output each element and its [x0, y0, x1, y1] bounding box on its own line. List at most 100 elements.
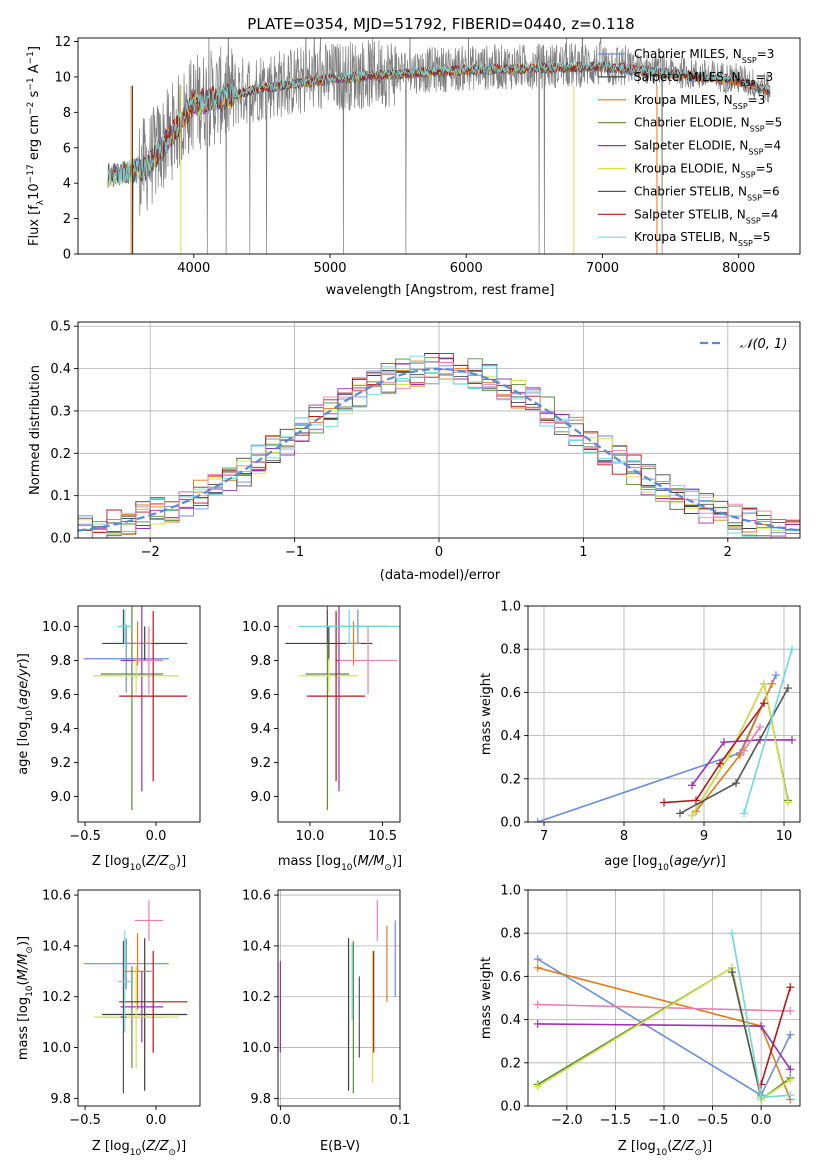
series-line: [731, 971, 762, 1098]
age_vs_mass-panel: 10.0 10.5 9.0 9.2 9.4 9.6 9.8 10.0 mass [log10(M…: [242, 605, 402, 873]
y-tick-label: 10.0: [42, 1041, 71, 1056]
histogram-step: [78, 362, 800, 538]
y-tick-label: 10.6: [242, 889, 271, 904]
y-tick-label: 6: [63, 141, 71, 156]
x-tick-label: 10: [776, 829, 793, 844]
legend-label: Kroupa STELIB, NSSP=5: [634, 230, 771, 248]
x-tick-label: −1.0: [648, 1113, 680, 1128]
y-tick-label: 9.8: [50, 654, 71, 669]
axes-frame: [527, 605, 801, 823]
axes-frame: [77, 605, 201, 823]
y-tick-label: 10.4: [242, 939, 271, 954]
legend-label: Chabrier ELODIE, NSSP=5: [634, 116, 782, 134]
x-axis-label: wavelength [Angstrom, rest frame]: [326, 283, 555, 298]
x-tick-label: 0.0: [146, 829, 167, 844]
mass_vs_ebv-panel: 0.0 0.1 9.8 10.0 10.2 10.4 10.6 E(B-V): [242, 889, 410, 1154]
y-tick-label: 0.8: [500, 927, 521, 942]
y-tick-label: 0.0: [500, 816, 521, 831]
y-tick-label: 8: [63, 106, 71, 121]
y-tick-label: 10.2: [242, 990, 271, 1005]
x-tick-label: −0.5: [697, 1113, 729, 1128]
y-tick-label: 9.0: [50, 790, 71, 805]
x-tick-label: 0.0: [751, 1113, 772, 1128]
y-tick-label: 0.5: [50, 320, 71, 335]
x-axis-label: (data-model)/error: [380, 568, 501, 583]
y-tick-label: 10: [54, 70, 71, 85]
y-tick-label: 0.4: [50, 362, 71, 377]
series-line: [743, 648, 793, 814]
axes-frame: [77, 37, 801, 255]
x-tick-label: −2.0: [551, 1113, 583, 1128]
mass_vs_Z-panel: −0.5 0.0 9.8 10.0 10.2 10.4 10.6 Z [log10(Z/Z⊙)…: [16, 889, 201, 1158]
x-tick-label: 8000: [722, 261, 755, 276]
spectrum-model-line: [107, 61, 771, 183]
legend-label: 𝒩(0, 1): [740, 337, 787, 352]
axes-frame: [277, 605, 401, 823]
legend-label: Kroupa ELODIE, NSSP=5: [634, 162, 773, 180]
spectrum-plot-area: [107, 38, 771, 254]
legend-label: Chabrier STELIB, NSSP=6: [634, 184, 780, 202]
normal-curve: [78, 367, 800, 532]
x-axis-label: Z [log10(Z/Z⊙)]: [618, 1139, 712, 1158]
x-tick-label: 0.0: [146, 1113, 167, 1128]
y-axis-label: Normed distribution: [28, 365, 43, 495]
series-line: [691, 681, 789, 816]
y-tick-label: 0: [63, 248, 71, 263]
series-line: [743, 726, 761, 752]
x-tick-label: −2: [141, 545, 160, 560]
spectrum-model-line: [107, 59, 771, 186]
y-tick-label: 0.0: [500, 1100, 521, 1115]
y-tick-label: 9.6: [250, 688, 271, 703]
legend-label: Salpeter ELODIE, NSSP=4: [634, 139, 781, 157]
legend-label: Salpeter MILES, NSSP=3: [634, 70, 773, 88]
residuals-panel: −2 −1 0 1 2 0.0 0.1 0.2 0.3 0.4 0.5 (data-model)/er…: [28, 320, 801, 583]
y-tick-label: 0.8: [500, 643, 521, 658]
y-tick-label: 9.8: [250, 654, 271, 669]
y-tick-label: 0.1: [50, 489, 71, 504]
y-tick-label: 9.8: [50, 1092, 71, 1107]
x-tick-label: 8: [620, 829, 628, 844]
legend-label: Chabrier MILES, NSSP=3: [634, 47, 774, 65]
y-tick-label: 9.4: [50, 722, 71, 737]
x-axis-label: Z [log10(Z/Z⊙)]: [92, 1139, 186, 1158]
weight_vs_age-panel: 7 8 9 10 0.0 0.2 0.4 0.6 0.8 1.0 age [log10(age/yr…: [479, 600, 801, 873]
x-tick-label: 2: [724, 545, 732, 560]
age_vs_mass-plot-area: [285, 606, 400, 811]
y-tick-label: 10.2: [42, 990, 71, 1005]
y-tick-label: 0.3: [50, 404, 71, 419]
y-tick-label: 1.0: [500, 600, 521, 615]
x-tick-label: −1: [285, 545, 304, 560]
y-tick-label: 0.2: [500, 772, 521, 787]
weight_vs_Z-plot-area: [528, 890, 800, 1106]
y-tick-label: 10.6: [42, 889, 71, 904]
x-tick-label: 10.5: [368, 829, 397, 844]
x-tick-label: 5000: [313, 261, 346, 276]
x-tick-label: 0.1: [390, 1113, 411, 1128]
y-tick-label: 12: [54, 35, 71, 50]
x-tick-label: −0.5: [69, 829, 101, 844]
mass_vs_Z-plot-area: [83, 900, 188, 1094]
y-tick-label: 0.4: [500, 1013, 521, 1028]
x-axis-label: age [log10(age/yr)]: [604, 854, 726, 873]
x-tick-label: 0.0: [270, 1113, 291, 1128]
y-axis-label: Flux [fλ10−17 erg cm−2 s−1 A−1]: [26, 46, 46, 246]
y-tick-label: 0.0: [50, 532, 71, 547]
x-tick-label: −0.5: [69, 1113, 101, 1128]
y-tick-label: 0.6: [500, 686, 521, 701]
y-tick-label: 9.0: [250, 790, 271, 805]
x-tick-label: 9: [700, 829, 708, 844]
y-tick-label: 9.6: [50, 688, 71, 703]
figure-title: PLATE=0354, MJD=51792, FIBERID=0440, z=0…: [247, 15, 634, 33]
mass_vs_ebv-plot-area: [278, 890, 400, 1106]
y-tick-label: 1.0: [500, 884, 521, 899]
y-tick-label: 10.0: [42, 620, 71, 635]
y-axis-label: mass weight: [479, 673, 494, 755]
y-tick-label: 0.2: [500, 1056, 521, 1071]
legend-label: Salpeter STELIB, NSSP=4: [634, 207, 778, 225]
x-axis-label: mass [log10(M/M⊙)]: [278, 854, 402, 873]
x-tick-label: 7000: [586, 261, 619, 276]
y-tick-label: 9.8: [250, 1092, 271, 1107]
y-tick-label: 10.4: [42, 939, 71, 954]
weight_vs_Z-panel: −2.0 −1.5 −1.0 −0.5 0.0 0.0 0.2 0.4 0.6 0.8 1.0 Z […: [479, 884, 801, 1158]
y-tick-label: 0.6: [500, 970, 521, 985]
